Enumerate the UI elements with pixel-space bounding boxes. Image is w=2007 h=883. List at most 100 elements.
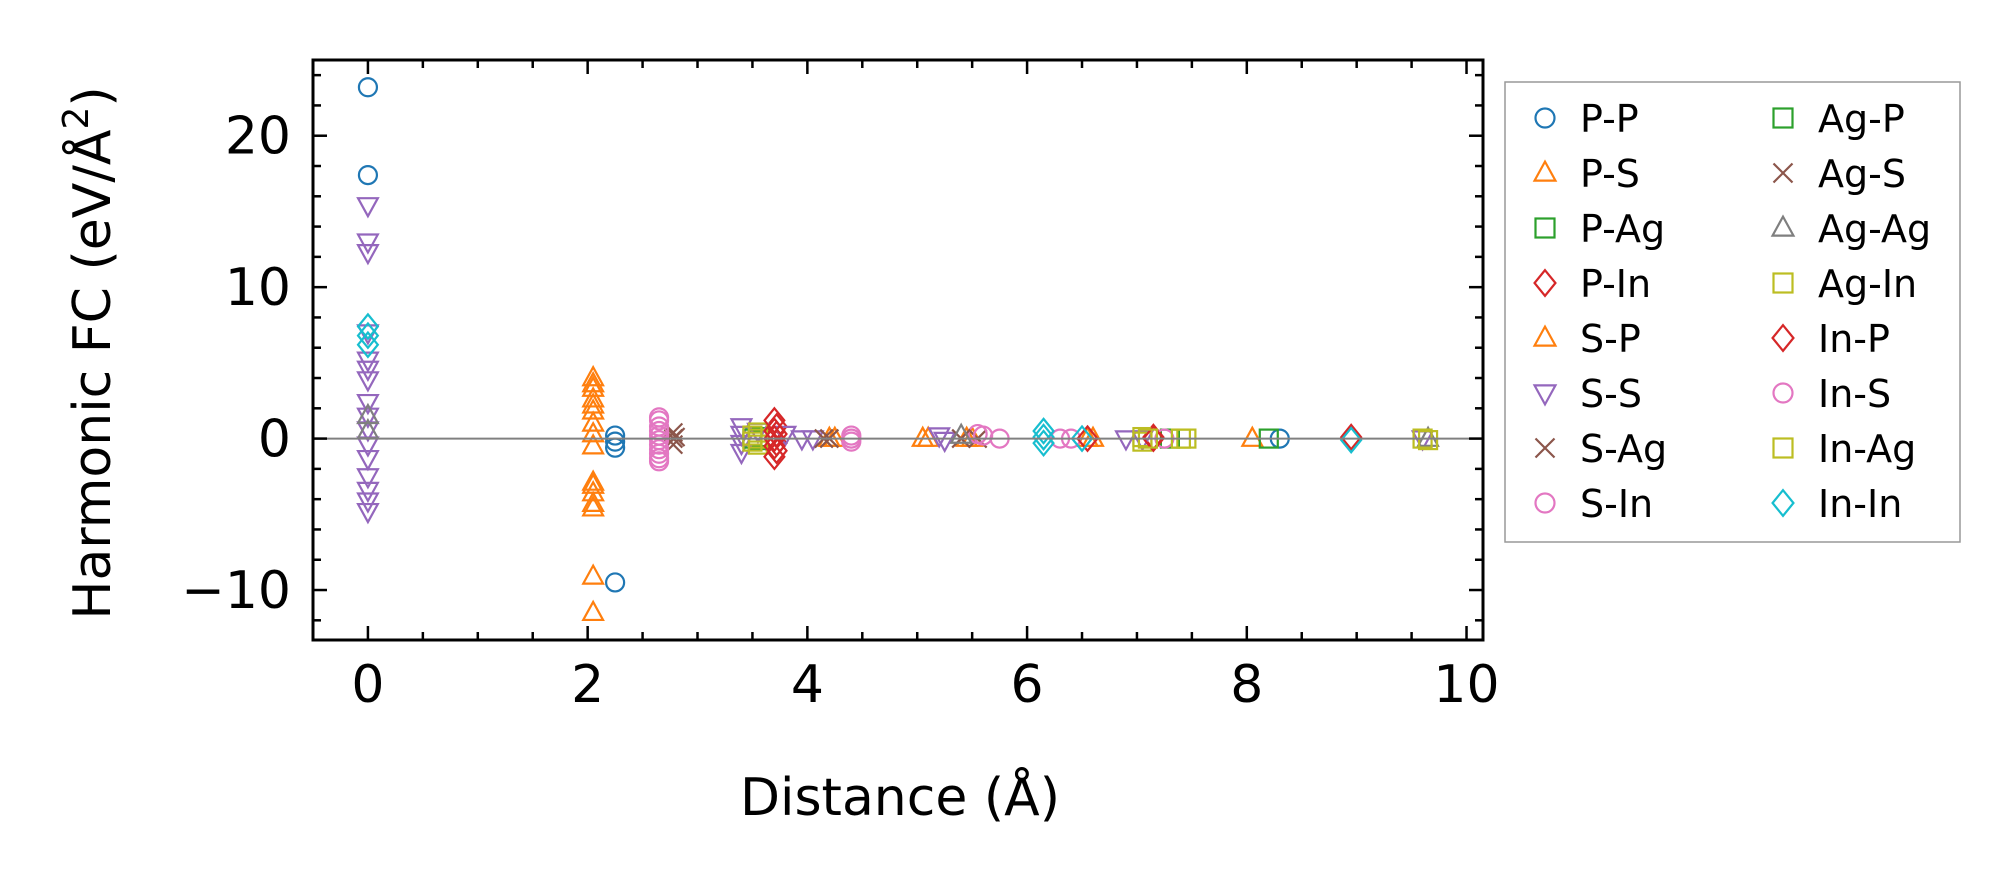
data-point	[742, 431, 763, 452]
legend-label: Ag-P	[1818, 97, 1905, 141]
legend-marker	[1772, 162, 1794, 184]
data-point	[1032, 417, 1055, 445]
data-point	[1032, 423, 1055, 451]
data-point	[581, 495, 605, 517]
data-point	[581, 398, 605, 420]
data-point	[1417, 430, 1439, 451]
legend-entry: P-S	[1532, 152, 1640, 196]
legend-marker	[1772, 382, 1794, 404]
legend-entry: S-P	[1532, 317, 1641, 361]
data-point	[581, 472, 605, 494]
legend-label: Ag-In	[1818, 262, 1917, 306]
y-axis-label-end: )	[63, 86, 123, 106]
legend-entry: In-P	[1771, 317, 1890, 361]
legend-entry: P-Ag	[1534, 207, 1665, 251]
data-point	[581, 469, 605, 491]
data-point	[356, 330, 380, 359]
x-tick-label: 8	[1230, 655, 1263, 715]
legend-marker	[1772, 107, 1794, 129]
data-point	[356, 402, 380, 425]
data-point	[1416, 425, 1440, 447]
data-point	[356, 324, 380, 346]
legend-marker	[1770, 214, 1796, 237]
legend-marker	[1533, 268, 1557, 298]
data-point	[356, 312, 380, 341]
legend-label: P-P	[1580, 97, 1639, 141]
legend-label: P-Ag	[1580, 207, 1665, 251]
legend-marker	[1532, 384, 1558, 407]
x-tick-label: 10	[1433, 655, 1499, 715]
data-point	[665, 427, 686, 447]
data-point	[910, 425, 935, 447]
data-point	[605, 425, 626, 446]
data-point	[356, 197, 380, 219]
data-point	[356, 371, 380, 393]
data-point	[356, 244, 380, 266]
legend-label: P-S	[1580, 152, 1640, 196]
legend-entry: P-In	[1533, 262, 1651, 306]
series-in-s	[648, 410, 1071, 469]
data-point	[356, 393, 380, 416]
data-point	[763, 432, 786, 461]
y-tick-label: 0	[258, 410, 291, 470]
data-point	[763, 442, 786, 471]
legend-entry: S-In	[1534, 482, 1653, 526]
series-ag-ag	[356, 402, 1440, 447]
data-point	[581, 410, 605, 432]
data-point	[581, 370, 605, 393]
tick-labels: 0 2 4 6 8 10 −10 0 10 20	[181, 107, 1499, 715]
data-point	[581, 480, 605, 502]
data-point	[356, 360, 380, 383]
data-point	[356, 468, 380, 490]
legend-marker	[1534, 437, 1556, 459]
legend-label: Ag-Ag	[1818, 207, 1931, 251]
legend-entry: In-Ag	[1772, 427, 1916, 471]
legend-label: In-Ag	[1818, 427, 1916, 471]
data-point	[1070, 424, 1094, 453]
legend-marker	[1534, 107, 1556, 129]
data-point	[357, 164, 379, 186]
y-tick-label: 20	[225, 107, 291, 167]
x-tick-label: 4	[791, 655, 824, 715]
data-point	[1339, 426, 1363, 454]
data-point	[356, 502, 380, 525]
y-axis-label-superscript: 2	[56, 107, 97, 130]
data-point	[1130, 430, 1155, 452]
data-point	[932, 431, 957, 454]
x-axis-label: Distance (Å)	[740, 766, 1060, 828]
data-point	[356, 407, 380, 429]
data-point	[605, 431, 626, 452]
plot-area-frame	[311, 58, 1485, 642]
data-point	[1240, 425, 1265, 447]
data-point	[1132, 431, 1153, 452]
legend-label: In-In	[1818, 482, 1902, 526]
legend-frame	[1504, 81, 1961, 543]
data-point	[581, 433, 605, 455]
data-point	[581, 364, 605, 387]
legend-marker	[1772, 272, 1794, 294]
data-point	[973, 425, 994, 446]
data-point	[729, 418, 754, 440]
data-point	[729, 443, 754, 466]
data-point	[1142, 424, 1165, 453]
legend-label: P-In	[1580, 262, 1651, 306]
data-point	[949, 422, 973, 444]
data-point	[801, 430, 825, 452]
data-point	[927, 427, 951, 449]
data-point	[581, 392, 605, 414]
data-point	[356, 321, 380, 350]
data-point	[581, 563, 605, 585]
legend-label: S-Ag	[1580, 427, 1667, 471]
y-axis-label-main: Harmonic FC (eV/Å	[61, 129, 123, 620]
data-point	[356, 233, 380, 255]
legend-entry: Ag-S	[1772, 152, 1906, 196]
legend-marker	[1534, 492, 1556, 514]
data-point	[1076, 424, 1099, 453]
x-tick-label: 0	[351, 655, 384, 715]
legend-label: S-In	[1580, 482, 1653, 526]
legend-entry: In-In	[1771, 482, 1902, 526]
data-point	[648, 448, 670, 469]
x-tick-label: 6	[1011, 655, 1044, 715]
data-point	[581, 386, 605, 408]
data-point	[1339, 423, 1363, 451]
